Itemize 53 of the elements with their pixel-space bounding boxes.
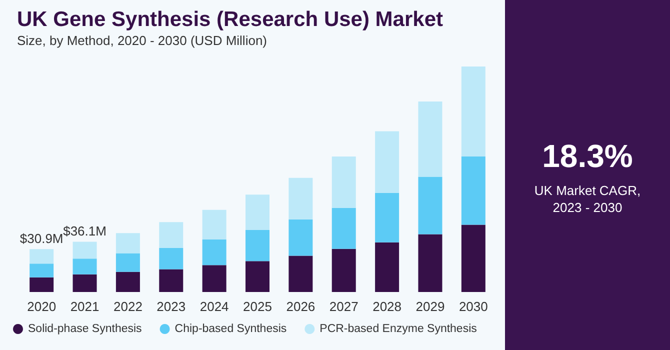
legend-label: Chip-based Synthesis: [174, 323, 287, 335]
chart-title: UK Gene Synthesis (Research Use) Market: [17, 8, 444, 31]
bar: [202, 239, 226, 266]
bar: [288, 256, 313, 292]
bar: [116, 253, 140, 272]
text: 18.3%: [541, 138, 634, 175]
bar: [72, 242, 97, 259]
bar: [116, 272, 140, 292]
x-tick-label: 2024: [200, 299, 229, 314]
bar: [332, 208, 356, 249]
bar: [418, 234, 442, 292]
legend-label: PCR-based Enzyme Synthesis: [320, 323, 478, 335]
x-tick-label: 2029: [416, 299, 445, 314]
bar: [375, 131, 400, 194]
bar: [202, 265, 226, 292]
bar: [72, 274, 97, 292]
x-tick-label: 2022: [113, 299, 142, 314]
x-tick-label: 2021: [70, 299, 100, 314]
bar: [202, 210, 226, 240]
bar: [30, 277, 54, 292]
chart-subtitle: Size, by Method, 2020 - 2030 (USD Million): [17, 33, 268, 48]
bar: [159, 269, 184, 292]
bar: [461, 156, 486, 225]
x-tick-label: 2028: [372, 299, 402, 314]
bar: [332, 248, 356, 292]
bar: [30, 249, 54, 264]
annotation: $36.1M: [63, 224, 106, 239]
bar: [418, 176, 442, 234]
bar: [246, 230, 270, 262]
bar: [246, 261, 270, 292]
bar: [288, 219, 313, 256]
bar: [288, 178, 313, 220]
legend-label: Solid-phase Synthesis: [28, 323, 142, 335]
x-tick-label: 2023: [156, 299, 186, 314]
annotation: $30.9M: [20, 231, 64, 246]
bar: [461, 224, 486, 292]
bar: [461, 66, 486, 156]
bar: [116, 233, 140, 254]
x-tick-label: 2026: [286, 299, 316, 314]
bar: [72, 258, 97, 274]
x-tick-label: 2020: [27, 299, 56, 314]
bar: [30, 264, 54, 278]
bar: [375, 193, 400, 242]
text: UK Market CAGR, 2023 - 2030: [533, 182, 642, 216]
bar: [332, 156, 356, 208]
bar: [418, 101, 442, 177]
x-tick-label: 2027: [329, 299, 358, 314]
bar: [159, 222, 184, 248]
bar: [375, 242, 400, 292]
x-tick-label: 2025: [243, 299, 272, 314]
bar: [159, 248, 184, 270]
bar: [246, 194, 270, 230]
x-tick-label: 2030: [458, 299, 488, 314]
